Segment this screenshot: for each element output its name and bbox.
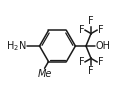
Text: F: F [79,25,85,35]
Text: F: F [79,57,85,67]
Text: F: F [88,66,94,76]
Text: H$_2$N: H$_2$N [6,39,26,53]
Text: Me: Me [37,69,52,79]
Text: F: F [88,16,94,26]
Text: F: F [98,25,103,35]
Text: F: F [98,57,103,67]
Text: OH: OH [95,41,110,51]
